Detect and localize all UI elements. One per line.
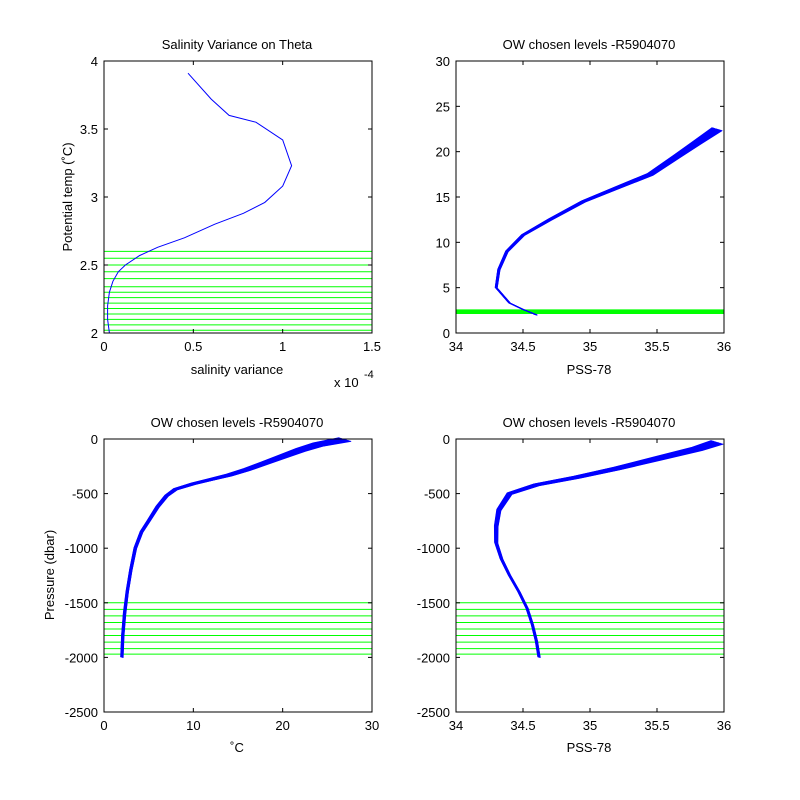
- y-tick-label: -2500: [65, 705, 98, 720]
- x-ticks: 34 34.5 35 35.5 36: [449, 439, 731, 733]
- panel-title: OW chosen levels -R5904070: [503, 415, 676, 430]
- y-tick-label: -1000: [65, 541, 98, 556]
- y-tick-label: 15: [436, 190, 450, 205]
- x-axis-label: PSS-78: [567, 740, 612, 755]
- y-tick-label: 0: [443, 326, 450, 341]
- x-tick-label: 1.5: [363, 339, 381, 354]
- data-curves: [120, 437, 352, 658]
- x-tick-label: 0: [100, 339, 107, 354]
- plot-frame: [103, 438, 373, 713]
- x-axis-label: salinity variance: [191, 362, 284, 377]
- y-tick-label: 2: [91, 326, 98, 341]
- y-axis-label: Potential temp (˚C): [60, 142, 75, 251]
- y-tick-label: 3: [91, 190, 98, 205]
- y-tick-label: 25: [436, 99, 450, 114]
- x-tick-label: 1: [279, 339, 286, 354]
- x-tick-label: 35.5: [644, 339, 669, 354]
- x-tick-label: 20: [275, 718, 289, 733]
- y-tick-label: 4: [91, 54, 98, 69]
- chosen-levels: [104, 602, 372, 655]
- y-tick-label: -2500: [417, 705, 450, 720]
- panel-title: Salinity Variance on Theta: [162, 37, 313, 52]
- panel-salinity-variance: Salinity Variance on Theta 0 0.5 1 1.5 2 2.5…: [60, 37, 381, 390]
- y-tick-label: 10: [436, 235, 450, 250]
- profile-line: [497, 443, 724, 658]
- panel-theta-salinity: OW chosen levels -R5904070 34 34.5 35 35.5 3…: [436, 37, 732, 377]
- y-tick-label: 30: [436, 54, 450, 69]
- y-tick-label: 0: [443, 432, 450, 447]
- y-tick-label: 2.5: [80, 258, 98, 273]
- y-axis-label: Pressure (dbar): [42, 530, 57, 620]
- data-curves: [107, 72, 293, 334]
- x-tick-label: 0: [100, 718, 107, 733]
- x-tick-label: 30: [365, 718, 379, 733]
- panel-pressure-temperature: OW chosen levels -R5904070 0 10 20 30 -2500…: [42, 415, 379, 755]
- y-tick-label: -1500: [65, 596, 98, 611]
- x-ticks: 0 0.5 1 1.5: [100, 61, 381, 354]
- x-tick-label: 34: [449, 718, 463, 733]
- chosen-levels: [104, 250, 372, 331]
- y-ticks: 0 5 10 15 20 25 30: [436, 54, 724, 341]
- x-exponent-base: x 10: [334, 375, 359, 390]
- x-axis-label: PSS-78: [567, 362, 612, 377]
- data-curves: [494, 127, 723, 316]
- x-axis-label: ˚C: [230, 740, 244, 755]
- panel-title: OW chosen levels -R5904070: [151, 415, 324, 430]
- x-tick-label: 34: [449, 339, 463, 354]
- y-tick-label: -2000: [417, 650, 450, 665]
- y-tick-label: 20: [436, 145, 450, 160]
- x-tick-label: 34.5: [510, 339, 535, 354]
- profile-line: [496, 130, 723, 316]
- x-tick-label: 0.5: [184, 339, 202, 354]
- y-tick-label: -500: [424, 487, 450, 502]
- profile-line: [122, 440, 352, 658]
- y-ticks: -2500 -2000 -1500 -1000 -500 0: [65, 432, 372, 720]
- y-tick-label: 0: [91, 432, 98, 447]
- y-tick-label: -1000: [417, 541, 450, 556]
- x-tick-label: 35: [583, 718, 597, 733]
- y-tick-label: 5: [443, 281, 450, 296]
- y-tick-label: -1500: [417, 596, 450, 611]
- y-tick-label: 3.5: [80, 122, 98, 137]
- panel-title: OW chosen levels -R5904070: [503, 37, 676, 52]
- panel-pressure-salinity: OW chosen levels -R5904070 34 34.5 35 35.5 3…: [417, 415, 731, 755]
- x-tick-label: 36: [717, 339, 731, 354]
- data-curves: [493, 440, 724, 658]
- chosen-levels: [456, 602, 724, 655]
- x-tick-label: 34.5: [510, 718, 535, 733]
- y-ticks: 2 2.5 3 3.5 4: [80, 54, 372, 341]
- x-exponent-power: -4: [364, 369, 374, 381]
- x-tick-label: 36: [717, 718, 731, 733]
- y-ticks: -2500 -2000 -1500 -1000 -500 0: [417, 432, 724, 720]
- x-tick-label: 35: [583, 339, 597, 354]
- y-tick-label: -500: [72, 487, 98, 502]
- x-ticks: 34 34.5 35 35.5 36: [449, 61, 731, 354]
- x-tick-label: 35.5: [644, 718, 669, 733]
- y-tick-label: -2000: [65, 650, 98, 665]
- chosen-levels: [456, 309, 724, 315]
- x-tick-label: 10: [186, 718, 200, 733]
- profile-line: [107, 72, 293, 334]
- x-ticks: 0 10 20 30: [100, 439, 379, 733]
